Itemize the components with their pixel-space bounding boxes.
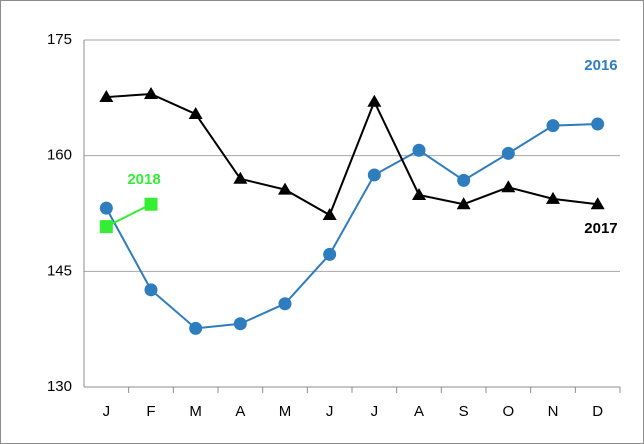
y-tick-label: 145 xyxy=(47,262,72,279)
x-tick-label: J xyxy=(103,403,111,420)
x-tick-label: J xyxy=(371,403,379,420)
point xyxy=(144,197,158,211)
series-label: 2016 xyxy=(584,57,617,74)
series-label: 2018 xyxy=(127,171,160,188)
x-tick-label: M xyxy=(279,403,292,420)
x-tick-label: O xyxy=(502,403,514,420)
point xyxy=(322,208,337,221)
x-tick-label: J xyxy=(326,403,334,420)
point xyxy=(278,297,292,311)
point xyxy=(412,143,426,157)
point xyxy=(233,317,247,331)
point xyxy=(233,171,248,184)
point xyxy=(144,86,158,99)
point xyxy=(367,94,382,107)
point xyxy=(501,180,516,193)
series-line xyxy=(105,123,598,330)
point xyxy=(546,119,560,133)
point xyxy=(278,182,292,195)
point xyxy=(189,321,203,335)
point xyxy=(367,168,381,182)
point xyxy=(457,173,471,187)
point xyxy=(99,201,113,215)
x-tick-label: A xyxy=(414,403,424,420)
x-tick-label: D xyxy=(592,403,603,420)
point xyxy=(590,197,605,210)
series-line xyxy=(106,92,598,217)
point xyxy=(501,146,515,160)
x-tick-label: M xyxy=(189,403,202,420)
series-label: 2017 xyxy=(584,220,617,237)
point xyxy=(591,117,605,131)
x-tick-label: N xyxy=(548,403,559,420)
point xyxy=(188,107,203,120)
x-tick-label: F xyxy=(146,403,155,420)
point xyxy=(323,247,337,261)
y-tick-label: 175 xyxy=(47,31,72,48)
point xyxy=(144,283,158,297)
point xyxy=(546,191,560,204)
y-tick-label: 130 xyxy=(47,378,72,395)
point xyxy=(456,197,471,210)
x-tick-label: A xyxy=(235,403,245,420)
point xyxy=(412,187,426,200)
series-line xyxy=(105,203,152,228)
y-tick-label: 160 xyxy=(47,147,72,164)
point xyxy=(99,220,113,234)
point xyxy=(99,90,114,103)
x-tick-label: S xyxy=(459,403,469,420)
